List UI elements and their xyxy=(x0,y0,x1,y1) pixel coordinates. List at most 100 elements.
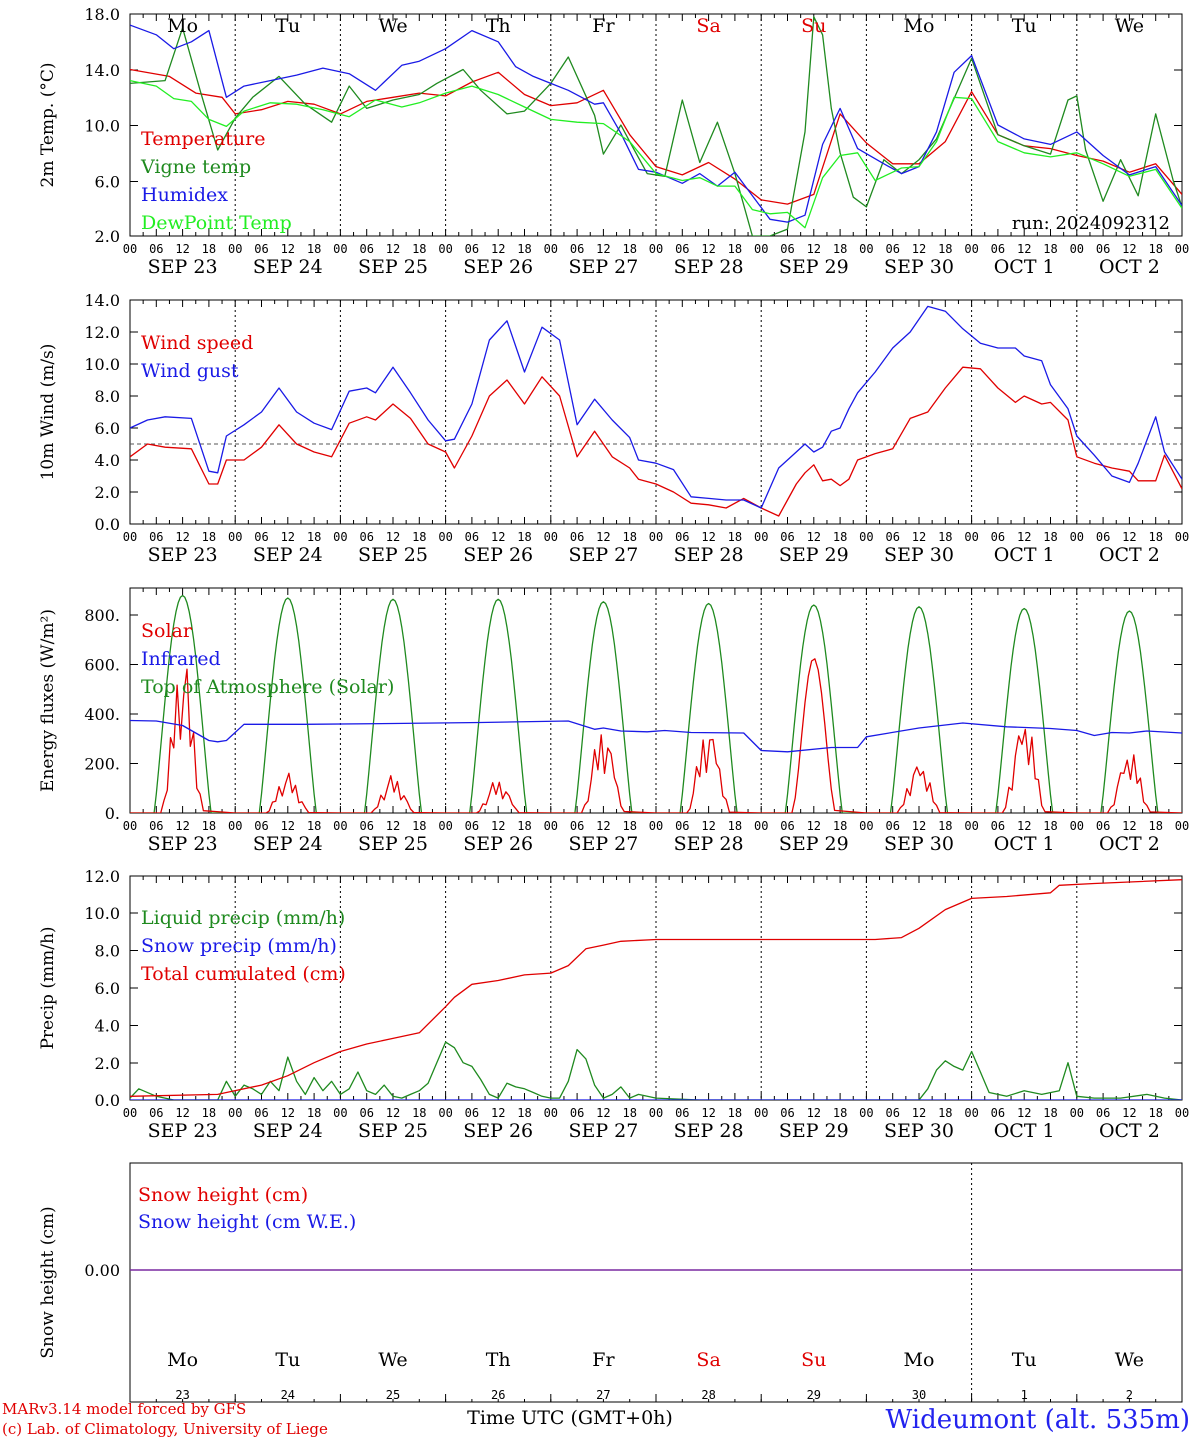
hour-label: 18 xyxy=(202,819,216,833)
legend-entry: Total cumulated (cm) xyxy=(141,963,346,985)
hour-label: 00 xyxy=(1175,819,1189,833)
legend-entry: Top of Atmosphere (Solar) xyxy=(141,676,394,698)
hour-label: 12 xyxy=(701,530,715,544)
hour-label: 06 xyxy=(885,530,899,544)
hour-label: 12 xyxy=(596,530,610,544)
hour-label: 12 xyxy=(386,530,400,544)
day-number: 27 xyxy=(596,1388,610,1402)
y-tick-label: 4.0 xyxy=(95,1017,120,1036)
hour-label: 18 xyxy=(622,819,636,833)
day-name: Mo xyxy=(904,15,935,37)
panel-3: 00 06 12 18 00 06 12 18 00 06 12 18 00 06 12 18 00 06 12 18… xyxy=(38,587,1189,855)
date-label: OCT 2 xyxy=(1099,256,1160,278)
day-number: 28 xyxy=(701,1388,715,1402)
date-label: SEP 24 xyxy=(253,833,323,855)
series-line-top-of-atmosphere-solar xyxy=(130,594,1182,813)
hour-label: 12 xyxy=(596,1106,610,1120)
legend-entry: Liquid precip (mm/h) xyxy=(141,907,345,929)
hour-label: 18 xyxy=(938,1106,952,1120)
hour-label: 12 xyxy=(1017,819,1031,833)
footer: MARv3.14 model forced by GFS (c) Lab. of … xyxy=(2,1400,1190,1438)
y-tick-label: 14.0 xyxy=(84,291,120,310)
hour-label: 06 xyxy=(465,819,479,833)
date-label: SEP 23 xyxy=(148,1120,218,1142)
hour-label: 18 xyxy=(938,530,952,544)
date-label: SEP 24 xyxy=(253,1120,323,1142)
date-label: SEP 25 xyxy=(358,833,428,855)
series-line-vigne-temp xyxy=(130,16,1182,236)
hour-label: 12 xyxy=(1017,1106,1031,1120)
legend-entry: Wind speed xyxy=(141,332,253,354)
day-name: We xyxy=(378,1349,407,1371)
hour-label: 18 xyxy=(622,1106,636,1120)
day-name: We xyxy=(1115,15,1144,37)
date-label: OCT 1 xyxy=(994,256,1055,278)
hour-label: 06 xyxy=(465,242,479,256)
hour-label: 00 xyxy=(123,242,137,256)
date-label: SEP 30 xyxy=(884,256,954,278)
hour-label: 00 xyxy=(544,530,558,544)
hour-label: 00 xyxy=(228,819,242,833)
hour-label: 12 xyxy=(1122,242,1136,256)
date-label: OCT 1 xyxy=(994,833,1055,855)
hour-label: 06 xyxy=(780,1106,794,1120)
hour-label: 00 xyxy=(964,1106,978,1120)
y-tick-label: 10.0 xyxy=(84,355,120,374)
date-label: OCT 2 xyxy=(1099,544,1160,566)
hour-label: 12 xyxy=(912,530,926,544)
date-label: SEP 30 xyxy=(884,1120,954,1142)
hour-label: 12 xyxy=(912,242,926,256)
date-label: SEP 28 xyxy=(674,256,744,278)
day-number: 1 xyxy=(1021,1388,1028,1402)
day-name: Mo xyxy=(167,1349,198,1371)
hour-label: 00 xyxy=(754,819,768,833)
day-name: Sa xyxy=(696,15,720,37)
hour-label: 06 xyxy=(1096,819,1110,833)
hour-label: 12 xyxy=(1122,530,1136,544)
hour-label: 00 xyxy=(333,242,347,256)
hour-label: 00 xyxy=(438,530,452,544)
hour-label: 00 xyxy=(964,530,978,544)
hour-label: 00 xyxy=(859,819,873,833)
hour-label: 00 xyxy=(544,819,558,833)
date-label: SEP 30 xyxy=(884,833,954,855)
date-label: SEP 28 xyxy=(674,544,744,566)
date-label: SEP 23 xyxy=(148,544,218,566)
date-label: SEP 29 xyxy=(779,1120,849,1142)
date-label: SEP 29 xyxy=(779,833,849,855)
hour-label: 00 xyxy=(544,1106,558,1120)
hour-label: 18 xyxy=(728,242,742,256)
hour-label: 06 xyxy=(991,819,1005,833)
day-name: Th xyxy=(486,15,511,37)
hour-label: 00 xyxy=(1070,530,1084,544)
legend-entry: Vigne temp xyxy=(140,156,251,178)
date-label: SEP 26 xyxy=(463,256,533,278)
panel-2: 00 06 12 18 00 06 12 18 00 06 12 18 00 06 12 18 00 06 12 18… xyxy=(38,291,1189,566)
y-tick-label: 4.0 xyxy=(95,451,120,470)
y-tick-label: 12.0 xyxy=(84,323,120,342)
day-name: Tu xyxy=(275,15,300,37)
hour-label: 18 xyxy=(202,1106,216,1120)
hour-label: 12 xyxy=(491,819,505,833)
hour-label: 06 xyxy=(885,819,899,833)
legend-entry: Snow height (cm) xyxy=(138,1184,308,1206)
lab-credit: (c) Lab. of Climatology, University of L… xyxy=(2,1420,328,1438)
hour-label: 18 xyxy=(412,242,426,256)
series-line-total-cumulated-cm- xyxy=(130,879,1182,1097)
hour-label: 00 xyxy=(333,1106,347,1120)
panel-5: 0.00 Snow height (cm) Snow height (cm) Snow… xyxy=(38,1162,1183,1403)
day-number: 25 xyxy=(386,1388,400,1402)
date-label: SEP 23 xyxy=(148,256,218,278)
hour-label: 18 xyxy=(1043,242,1057,256)
hour-label: 12 xyxy=(281,819,295,833)
y-tick-label: 6.0 xyxy=(95,419,120,438)
legend-entry: Solar xyxy=(141,620,193,642)
hour-label: 06 xyxy=(675,819,689,833)
legend-entry: Snow height (cm W.E.) xyxy=(138,1211,356,1233)
date-label: SEP 25 xyxy=(358,1120,428,1142)
hour-label: 18 xyxy=(517,530,531,544)
day-number: 2 xyxy=(1126,1388,1133,1402)
x-axis-title: Time UTC (GMT+0h) xyxy=(467,1407,673,1429)
hour-label: 00 xyxy=(228,242,242,256)
hour-label: 00 xyxy=(1070,819,1084,833)
